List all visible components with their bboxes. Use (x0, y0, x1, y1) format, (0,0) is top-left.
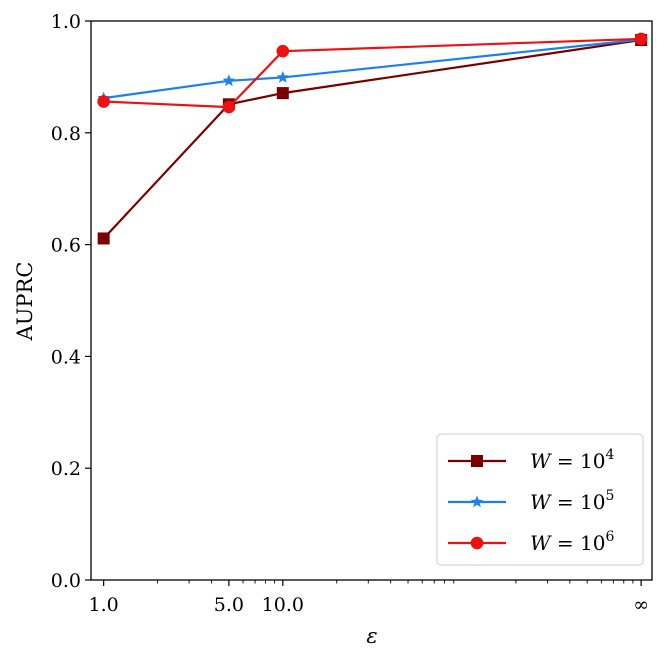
y-tick-label: 0.8 (51, 123, 81, 145)
legend-exp-2: 6 (605, 529, 614, 545)
legend-base-0: = 10 (551, 449, 606, 473)
series-2-point (634, 32, 648, 46)
y-tick-label: 1.0 (51, 11, 81, 33)
x-axis: 1.0 5.0 10.0 ∞ (89, 580, 649, 616)
legend-label-1: W = 105 (530, 488, 614, 514)
y-tick-label: 0.6 (51, 235, 81, 257)
series-line-0 (102, 38, 642, 240)
x-tick-label: 10.0 (262, 594, 304, 616)
series-2-point (276, 44, 290, 58)
x-tick-label: 1.0 (89, 594, 119, 616)
legend-base-1: = 10 (551, 490, 606, 514)
legend-marker-1 (470, 495, 484, 508)
series-0-point (97, 232, 110, 245)
series-1-point (276, 70, 289, 83)
x-tick-label: ∞ (633, 594, 649, 616)
x-tick-label: 5.0 (214, 594, 244, 616)
legend-marker-0 (471, 455, 483, 467)
series-line-2 (103, 37, 642, 109)
legend-marker-2 (470, 536, 484, 550)
legend-var-0: W (530, 449, 552, 473)
series-1-point (222, 74, 236, 87)
y-tick-label: 0.2 (51, 458, 81, 480)
y-tick-label: 0.0 (51, 570, 81, 592)
legend-label-0: W = 104 (530, 447, 614, 473)
series-2-point (222, 100, 236, 114)
legend-box (436, 433, 644, 566)
y-tick-label: 0.4 (51, 346, 81, 368)
y-axis: 0.0 0.2 0.4 0.6 0.8 1.0 (51, 11, 91, 592)
series-2-point (97, 95, 110, 108)
legend-exp-1: 5 (605, 488, 614, 504)
legend-base-2: = 10 (551, 531, 606, 555)
series-layer (97, 32, 648, 245)
series-0-point (276, 87, 289, 100)
legend-var-2: W (530, 531, 552, 555)
legend-var-1: W (530, 490, 552, 514)
x-axis-label: ε (366, 624, 377, 648)
legend-label-2: W = 106 (530, 529, 614, 555)
legend-exp-0: 4 (605, 447, 614, 463)
y-axis-label: AUPRC (13, 262, 37, 342)
